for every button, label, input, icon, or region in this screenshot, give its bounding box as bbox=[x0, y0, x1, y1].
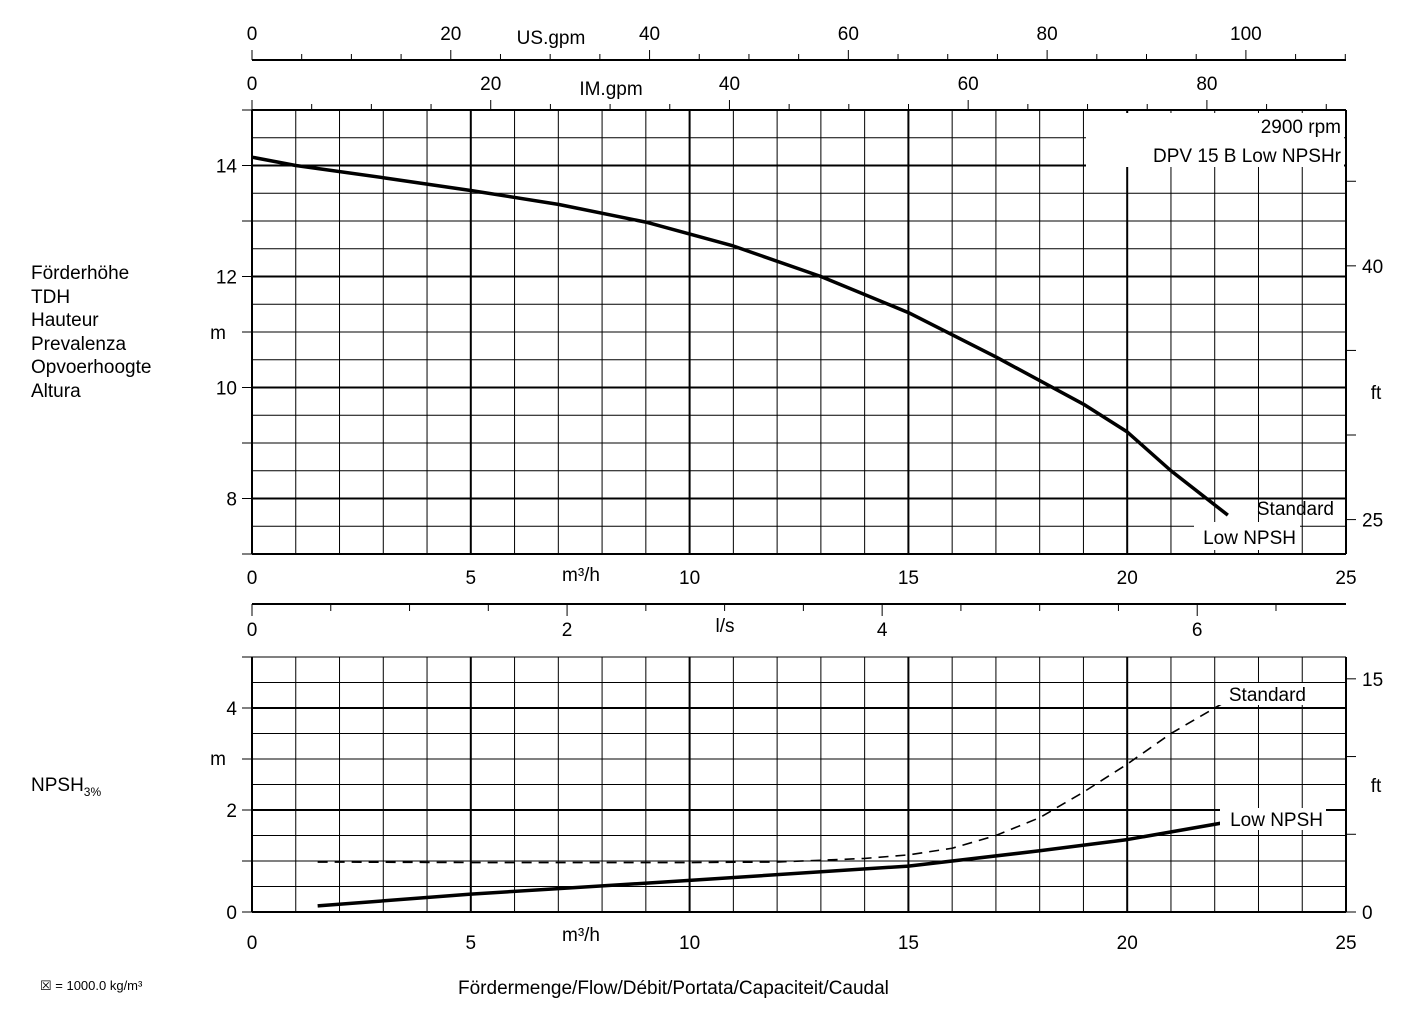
npsh-low-curve bbox=[317, 821, 1224, 908]
head-x-unit: m³/h bbox=[562, 565, 600, 586]
speed-label: 2900 rpm bbox=[1261, 117, 1341, 138]
head-x-tick-label: 25 bbox=[1335, 568, 1356, 589]
head-ft-tick-label: 25 bbox=[1362, 511, 1383, 532]
head-low-npsh-label: Low NPSH bbox=[1203, 528, 1296, 549]
im-gpm-unit: IM.gpm bbox=[579, 79, 642, 100]
us-gpm-tick-label: 40 bbox=[639, 24, 660, 45]
npsh-low-label: Low NPSH bbox=[1230, 810, 1323, 831]
head-y-tick-label: 10 bbox=[216, 379, 237, 400]
us-gpm-unit: US.gpm bbox=[517, 28, 586, 49]
npsh-x-tick-label: 15 bbox=[898, 933, 919, 954]
npsh-x-tick-label: 20 bbox=[1117, 933, 1138, 954]
npsh-y-tick-label: 0 bbox=[226, 903, 237, 924]
head-axis-title: Förderhöhe TDH Hauteur Prevalenza Opvoer… bbox=[31, 262, 151, 404]
head-ft-unit: ft bbox=[1371, 383, 1382, 404]
npsh-x-tick-label: 5 bbox=[466, 933, 477, 954]
low-npsh-label-bg bbox=[1194, 522, 1300, 550]
npsh-standard-curve bbox=[317, 702, 1224, 864]
im-gpm-tick-label: 0 bbox=[247, 74, 258, 95]
us-gpm-tick-label: 80 bbox=[1037, 24, 1058, 45]
head-y-tick-label: 8 bbox=[226, 490, 237, 511]
im-gpm-tick-label: 80 bbox=[1196, 74, 1217, 95]
us-gpm-tick-label: 60 bbox=[838, 24, 859, 45]
npsh-x-unit: m³/h bbox=[562, 925, 600, 946]
npsh-x-tick-label: 0 bbox=[247, 933, 258, 954]
im-gpm-tick-label: 60 bbox=[958, 74, 979, 95]
npsh-axis-title: NPSH3% bbox=[31, 774, 101, 804]
im-gpm-tick-label: 40 bbox=[719, 74, 740, 95]
head-y-unit: m bbox=[210, 323, 226, 344]
model-title: DPV 15 B Low NPSHr bbox=[1153, 146, 1342, 167]
us-gpm-tick-label: 100 bbox=[1230, 24, 1262, 45]
head-x-tick-label: 15 bbox=[898, 568, 919, 589]
npsh-standard-label-bg bbox=[1218, 683, 1310, 705]
density-note: ☒ = 1000.0 kg/m³ bbox=[40, 978, 143, 993]
head-label-en: TDH bbox=[31, 286, 71, 308]
npsh-y-tick-label: 4 bbox=[226, 699, 237, 720]
npsh-x-tick-label: 25 bbox=[1335, 933, 1356, 954]
npsh-ft-unit: ft bbox=[1371, 776, 1382, 797]
npsh-label: NPSH bbox=[31, 775, 84, 796]
head-label-it: Prevalenza bbox=[31, 333, 127, 355]
npsh-y-unit: m bbox=[210, 749, 226, 770]
head-x-tick-label: 10 bbox=[679, 568, 700, 589]
head-label-es: Altura bbox=[31, 380, 81, 402]
head-x-tick-label: 20 bbox=[1117, 568, 1138, 589]
flow-caption: Fördermenge/Flow/Débit/Portata/Capacitei… bbox=[458, 978, 889, 999]
ls-unit: l/s bbox=[716, 616, 735, 637]
ls-tick-label: 0 bbox=[247, 620, 258, 641]
npsh-standard-label: Standard bbox=[1229, 685, 1306, 706]
ls-tick-label: 4 bbox=[877, 620, 888, 641]
title-box-bg bbox=[1086, 113, 1344, 167]
npsh-low-label-bg bbox=[1220, 808, 1326, 830]
npsh-y-tick-label: 2 bbox=[226, 801, 237, 822]
head-y-tick-label: 12 bbox=[216, 268, 237, 289]
ls-tick-label: 2 bbox=[562, 620, 573, 641]
head-label-nl: Opvoerhoogte bbox=[31, 357, 152, 379]
us-gpm-tick-label: 20 bbox=[440, 24, 461, 45]
head-x-tick-label: 0 bbox=[247, 568, 258, 589]
npsh-label-sub: 3% bbox=[83, 784, 102, 799]
head-standard-label: Standard bbox=[1257, 499, 1334, 520]
head-y-tick-label: 14 bbox=[216, 157, 238, 178]
head-ft-tick-label: 40 bbox=[1362, 257, 1383, 278]
head-x-tick-label: 5 bbox=[466, 568, 477, 589]
im-gpm-tick-label: 20 bbox=[480, 74, 501, 95]
head-curve bbox=[251, 155, 1229, 517]
npsh-ft-tick-label: 0 bbox=[1362, 903, 1373, 924]
head-label-fr: Hauteur bbox=[31, 310, 99, 332]
head-label-de: Förderhöhe bbox=[31, 263, 130, 284]
ls-tick-label: 6 bbox=[1192, 620, 1203, 641]
npsh-ft-tick-label: 15 bbox=[1362, 670, 1383, 691]
npsh-x-tick-label: 10 bbox=[679, 933, 700, 954]
us-gpm-tick-label: 0 bbox=[247, 24, 258, 45]
